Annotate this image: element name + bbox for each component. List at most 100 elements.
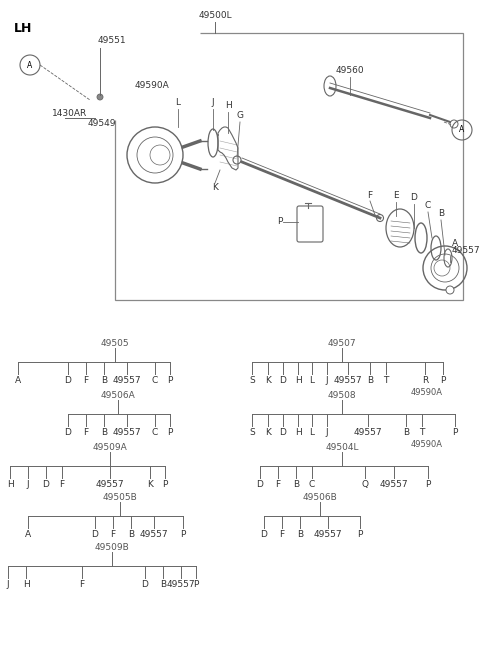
- Text: P: P: [452, 428, 458, 437]
- Text: B: B: [297, 530, 303, 539]
- Text: B: B: [128, 530, 134, 539]
- Text: D: D: [65, 376, 72, 385]
- Text: S: S: [249, 376, 255, 385]
- Circle shape: [233, 156, 241, 164]
- Text: H: H: [7, 480, 13, 489]
- Text: K: K: [265, 428, 271, 437]
- Text: J: J: [326, 428, 328, 437]
- Text: K: K: [147, 480, 153, 489]
- Text: F: F: [110, 530, 116, 539]
- Text: 49505B: 49505B: [103, 493, 137, 502]
- Text: C: C: [425, 201, 431, 210]
- Text: 49557: 49557: [140, 530, 168, 539]
- Text: H: H: [295, 428, 301, 437]
- Text: 49506A: 49506A: [101, 391, 135, 400]
- Text: H: H: [295, 376, 301, 385]
- Text: 49557: 49557: [354, 428, 382, 437]
- Text: L: L: [310, 376, 314, 385]
- Text: D: D: [410, 193, 418, 202]
- Text: 49590A: 49590A: [135, 81, 170, 90]
- Text: 49505: 49505: [101, 339, 129, 348]
- Text: P: P: [357, 530, 363, 539]
- Text: H: H: [23, 580, 29, 589]
- Text: P: P: [168, 376, 173, 385]
- Text: B: B: [403, 428, 409, 437]
- Text: 49560: 49560: [336, 66, 364, 75]
- Text: F: F: [276, 480, 281, 489]
- Text: 49508: 49508: [328, 391, 356, 400]
- Text: P: P: [440, 376, 446, 385]
- Text: 49504L: 49504L: [325, 443, 359, 452]
- Text: A: A: [15, 376, 21, 385]
- Text: 49557: 49557: [380, 480, 408, 489]
- Text: 49509A: 49509A: [93, 443, 127, 452]
- Text: 49557: 49557: [167, 580, 195, 589]
- Text: F: F: [367, 191, 372, 200]
- Text: D: D: [279, 376, 287, 385]
- Text: 49500L: 49500L: [198, 11, 232, 20]
- Text: L: L: [176, 98, 180, 107]
- Text: S: S: [249, 428, 255, 437]
- Text: 49509B: 49509B: [95, 543, 130, 552]
- Text: K: K: [212, 183, 218, 192]
- Text: 49590A: 49590A: [411, 388, 443, 397]
- Text: G: G: [237, 111, 243, 120]
- Text: K: K: [265, 376, 271, 385]
- Text: H: H: [225, 101, 231, 110]
- Text: C: C: [152, 428, 158, 437]
- Text: 49549: 49549: [88, 119, 117, 128]
- Text: D: D: [142, 580, 148, 589]
- Text: P: P: [168, 428, 173, 437]
- Text: J: J: [212, 98, 214, 107]
- FancyBboxPatch shape: [297, 206, 323, 242]
- Text: C: C: [309, 480, 315, 489]
- Text: B: B: [438, 209, 444, 218]
- Text: B: B: [367, 376, 373, 385]
- Text: 49590A: 49590A: [411, 440, 443, 449]
- Text: D: D: [261, 530, 267, 539]
- Text: L: L: [310, 428, 314, 437]
- Text: 1430AR: 1430AR: [52, 109, 87, 118]
- Text: A: A: [452, 239, 458, 248]
- Text: 49551: 49551: [98, 36, 127, 45]
- Text: A: A: [27, 60, 33, 70]
- Text: P: P: [193, 580, 199, 589]
- Text: J: J: [326, 376, 328, 385]
- Text: 49557: 49557: [113, 376, 141, 385]
- Text: 49557: 49557: [314, 530, 342, 539]
- Text: D: D: [257, 480, 264, 489]
- Circle shape: [376, 214, 384, 221]
- Text: 49506B: 49506B: [302, 493, 337, 502]
- Text: 49557: 49557: [334, 376, 362, 385]
- Text: C: C: [152, 376, 158, 385]
- Text: F: F: [84, 428, 89, 437]
- Text: B: B: [101, 376, 107, 385]
- Circle shape: [446, 286, 454, 294]
- Text: Q: Q: [361, 480, 369, 489]
- Text: LH: LH: [14, 22, 32, 35]
- Text: D: D: [65, 428, 72, 437]
- Text: 49557: 49557: [113, 428, 141, 437]
- Text: B: B: [293, 480, 299, 489]
- Text: F: F: [84, 376, 89, 385]
- Text: R: R: [422, 376, 428, 385]
- Text: P: P: [425, 480, 431, 489]
- Text: T: T: [420, 428, 425, 437]
- Text: J: J: [27, 480, 29, 489]
- Circle shape: [450, 120, 458, 128]
- Text: A: A: [459, 125, 465, 135]
- Text: D: D: [43, 480, 49, 489]
- Text: D: D: [279, 428, 287, 437]
- Text: E: E: [393, 191, 399, 200]
- Text: 49507: 49507: [328, 339, 356, 348]
- Text: B: B: [101, 428, 107, 437]
- Text: F: F: [60, 480, 65, 489]
- Text: F: F: [79, 580, 84, 589]
- Text: P: P: [180, 530, 186, 539]
- Text: F: F: [279, 530, 285, 539]
- Text: B: B: [160, 580, 166, 589]
- Text: P: P: [276, 217, 282, 227]
- Text: D: D: [92, 530, 98, 539]
- Text: 49557: 49557: [96, 480, 124, 489]
- Text: 49557: 49557: [452, 246, 480, 255]
